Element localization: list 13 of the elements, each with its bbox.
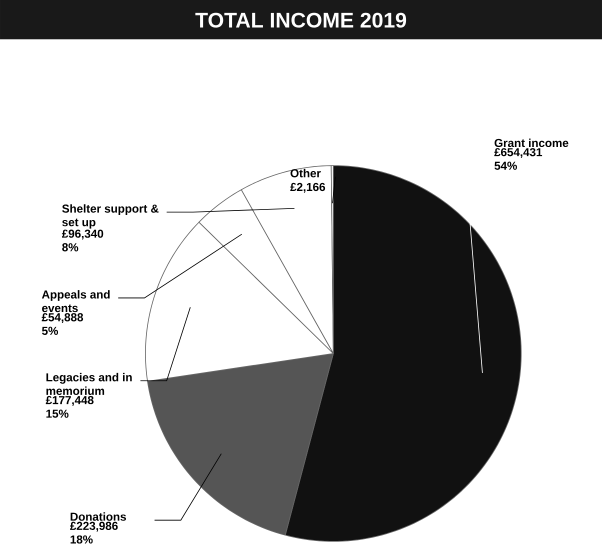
slice-label: Legacies and in memorium bbox=[46, 373, 132, 396]
slice-label: Shelter support & set up bbox=[62, 204, 159, 229]
slice-label: Grant income bbox=[494, 138, 568, 148]
slice-label: Appeals and events bbox=[42, 290, 110, 312]
data-label: £223,986 18% bbox=[70, 522, 118, 544]
slice-label: Donations bbox=[70, 512, 126, 521]
data-label: £2,166 bbox=[290, 183, 326, 193]
data-label: £54,888 5% bbox=[42, 313, 84, 336]
chart-title: TOTAL INCOME 2019 bbox=[195, 12, 406, 28]
data-label: £96,340 8% bbox=[62, 230, 104, 252]
slice-label: Other bbox=[290, 169, 321, 178]
data-label: £654,431 54% bbox=[494, 148, 542, 170]
data-label: £177,448 15% bbox=[46, 396, 94, 418]
